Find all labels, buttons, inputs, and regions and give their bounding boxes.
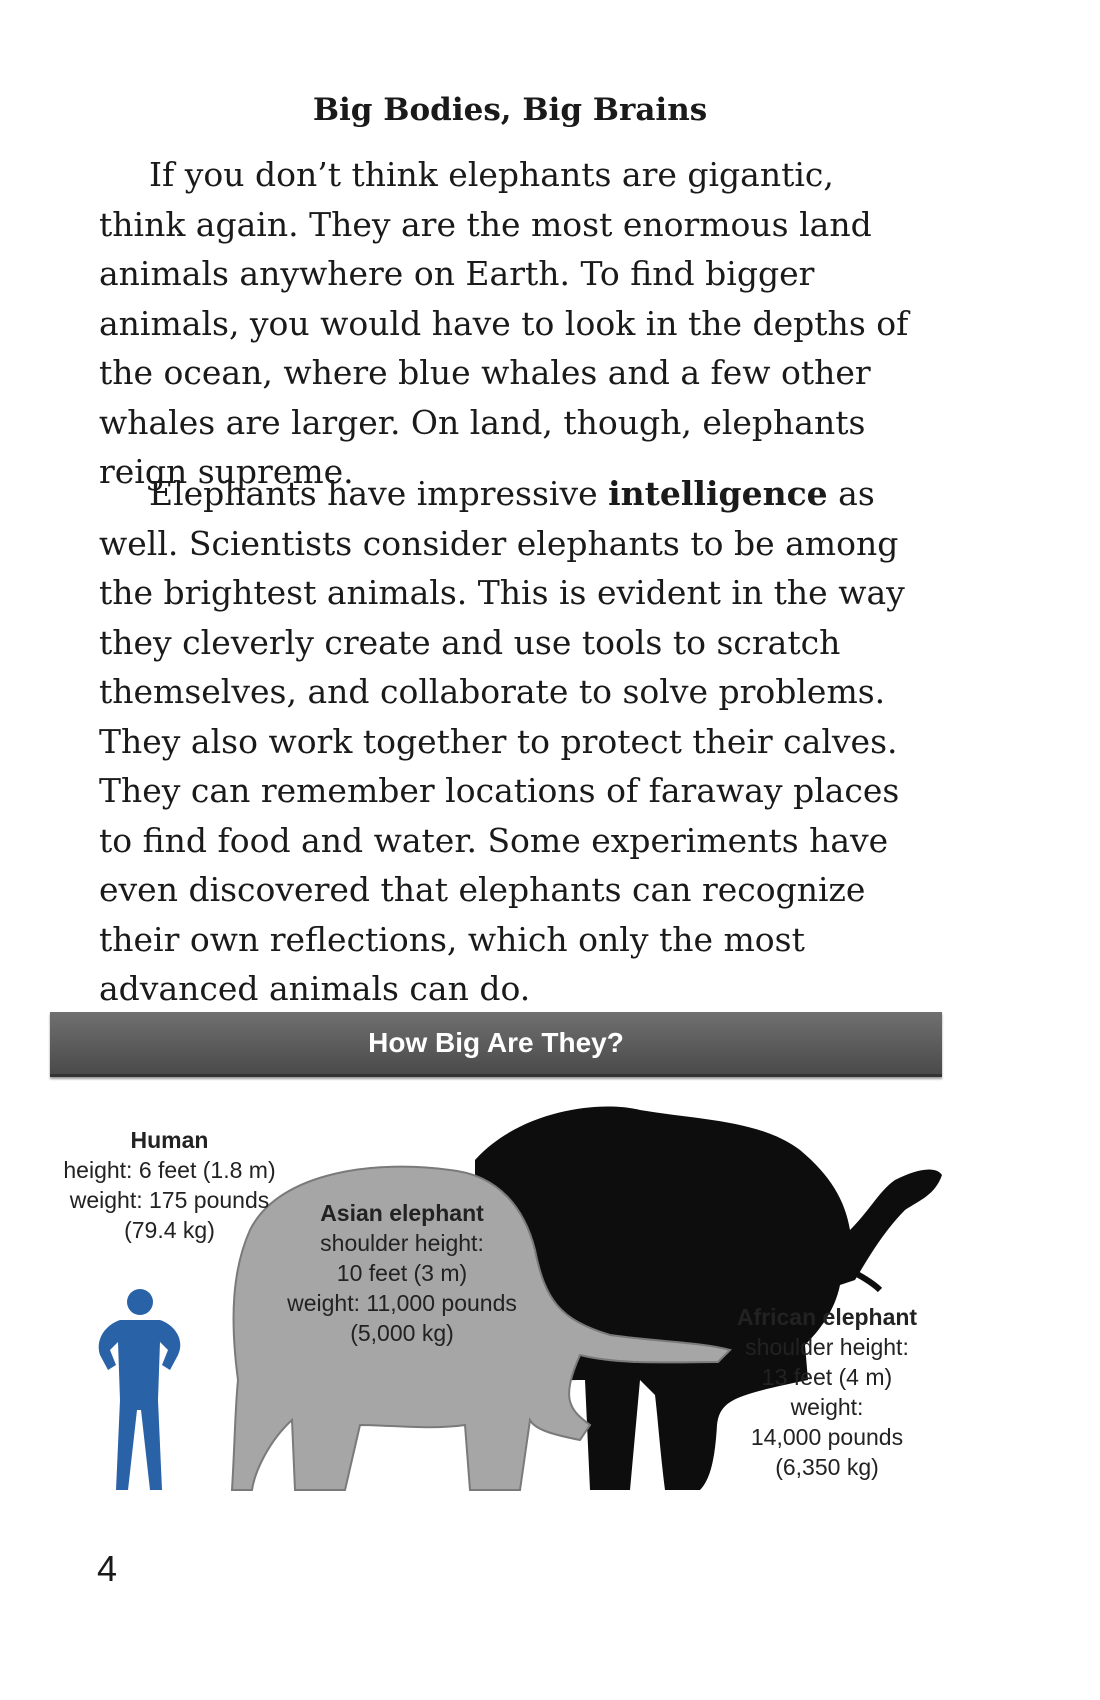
figure-banner: How Big Are They?	[50, 1012, 942, 1077]
african-weight: 14,000 pounds	[750, 1424, 904, 1450]
asian-height: 10 feet (3 m)	[336, 1260, 468, 1286]
african-height: 13 feet (4 m)	[761, 1364, 893, 1390]
human-silhouette	[98, 1289, 181, 1490]
section-heading: Big Bodies, Big Brains	[312, 92, 708, 128]
asian-elephant-silhouette	[230, 1165, 732, 1491]
human-name: Human	[130, 1127, 209, 1153]
figure-title: How Big Are They?	[368, 1027, 624, 1058]
asian-elephant-caption: Asian elephant shoulder height: 10 feet …	[272, 1198, 532, 1348]
human-caption: Human height: 6 feet (1.8 m) weight: 175…	[52, 1125, 287, 1245]
african-weight-metric: (6,350 kg)	[775, 1454, 879, 1480]
glossary-term: intelligence	[608, 474, 828, 513]
asian-elephant-name: Asian elephant	[320, 1200, 484, 1226]
human-weight: weight: 175 pounds	[69, 1187, 270, 1213]
paragraph-1: If you don’t think elephants are giganti…	[99, 150, 929, 497]
size-comparison-illustration	[98, 1106, 942, 1491]
asian-weight: weight: 11,000 pounds	[287, 1290, 517, 1316]
african-weight-label: weight:	[790, 1394, 864, 1420]
paragraph-2-text-b: as well. Scientists consider elephants t…	[99, 474, 905, 1008]
african-height-label: shoulder height:	[745, 1334, 909, 1360]
paragraph-1-text: If you don’t think elephants are giganti…	[99, 155, 909, 491]
paragraph-2-text-a: Elephants have impressive	[149, 474, 609, 513]
paragraph-2: Elephants have impressive intelligence a…	[99, 469, 929, 1014]
page-number: 4	[97, 1548, 118, 1589]
african-elephant-caption: African elephant shoulder height: 13 fee…	[722, 1302, 932, 1482]
asian-height-label: shoulder height:	[320, 1230, 484, 1256]
african-elephant-name: African elephant	[736, 1304, 918, 1330]
human-weight-metric: (79.4 kg)	[124, 1217, 215, 1243]
human-height: height: 6 feet (1.8 m)	[63, 1157, 276, 1183]
asian-weight-metric: (5,000 kg)	[350, 1320, 454, 1346]
african-elephant-silhouette	[475, 1106, 942, 1490]
